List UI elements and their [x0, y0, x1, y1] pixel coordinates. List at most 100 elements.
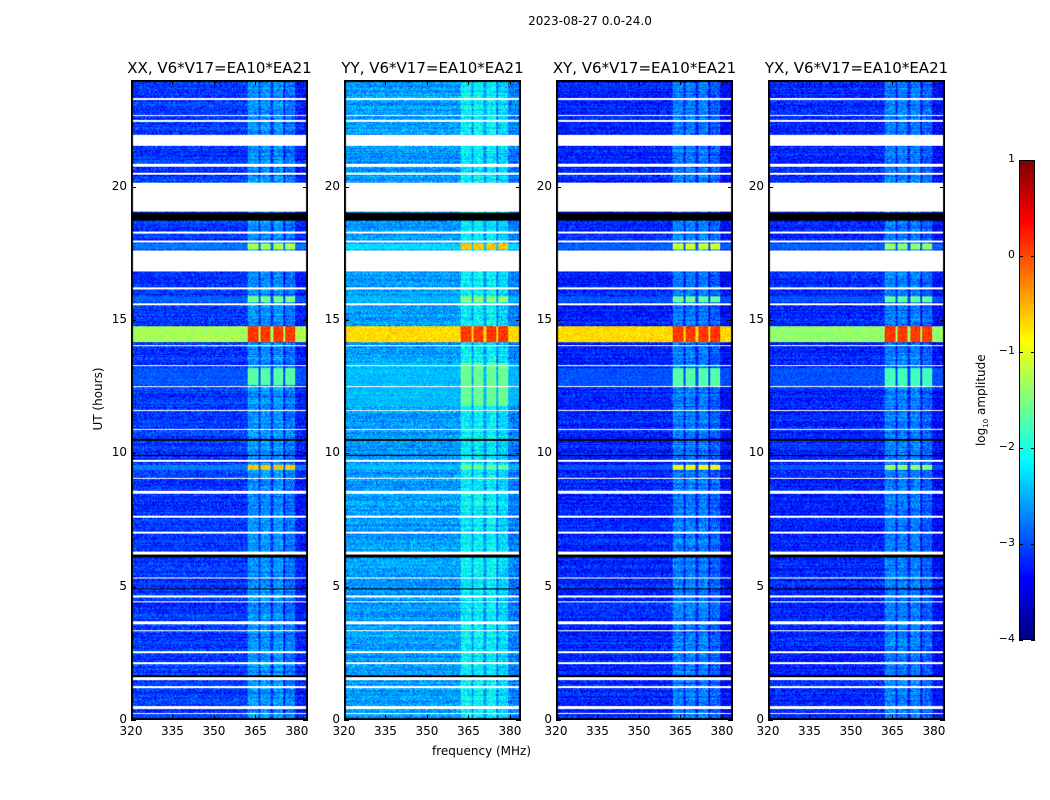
y-tick-label: 0 — [544, 712, 552, 726]
x-tick-mark — [509, 715, 511, 720]
x-tick-label: 380 — [710, 724, 734, 738]
x-tick-label: 350 — [627, 724, 651, 738]
x-tick-label: 335 — [161, 724, 184, 738]
y-tick-label: 20 — [324, 178, 340, 193]
y-axis-label: UT (hours) — [91, 367, 105, 431]
waterfall-panel — [131, 80, 308, 720]
y-tick-mark — [131, 453, 136, 455]
x-tick-label: 320 — [332, 724, 356, 738]
y-tick-label: 5 — [544, 578, 552, 593]
colorbar-tick-label: −3 — [998, 536, 1015, 549]
y-tick-label: 15 — [111, 312, 127, 326]
colorbar-tick-mark — [1031, 160, 1035, 161]
x-tick-mark — [131, 715, 132, 720]
y-tick-mark — [728, 720, 733, 721]
x-tick-mark — [255, 715, 257, 720]
x-tick-mark — [597, 715, 599, 720]
y-tick-mark — [940, 453, 945, 455]
x-tick-label: 365 — [881, 724, 904, 738]
x-tick-label: 335 — [798, 724, 821, 738]
y-tick-label: 10 — [111, 445, 127, 460]
x-tick-mark — [680, 80, 682, 85]
y-tick-mark — [556, 186, 561, 188]
x-tick-mark — [172, 715, 174, 720]
x-tick-mark — [213, 715, 215, 720]
colorbar-tick-mark — [1031, 640, 1035, 641]
y-tick-mark — [728, 320, 733, 321]
y-tick-mark — [516, 186, 521, 188]
y-tick-mark — [556, 720, 561, 721]
colorbar-tick-mark — [1019, 352, 1023, 353]
panel-title: XX, V6*V17=EA10*EA21 — [127, 59, 312, 77]
colorbar-tick-label: 0 — [1008, 248, 1015, 261]
x-tick-mark — [638, 715, 640, 720]
y-tick-mark — [131, 586, 136, 588]
colorbar-label-tail: amplitude — [973, 354, 988, 419]
x-tick-label: 365 — [669, 724, 692, 738]
colorbar-tick-mark — [1019, 448, 1023, 449]
y-tick-label: 20 — [111, 178, 127, 193]
x-tick-label: 365 — [244, 724, 267, 738]
y-tick-label: 10 — [324, 445, 340, 460]
y-tick-mark — [556, 320, 561, 321]
colorbar-tick-mark — [1019, 256, 1023, 257]
y-tick-mark — [728, 453, 733, 455]
y-tick-mark — [131, 720, 136, 721]
colorbar-tick-mark — [1019, 640, 1023, 641]
x-tick-mark — [131, 80, 132, 85]
x-tick-mark — [426, 80, 428, 85]
x-tick-mark — [768, 80, 769, 85]
x-tick-mark — [850, 80, 852, 85]
x-tick-mark — [638, 80, 640, 85]
y-tick-label: 0 — [756, 712, 764, 726]
x-tick-mark — [556, 80, 557, 85]
colorbar-tick-mark — [1019, 544, 1023, 545]
colorbar-tick-label: −1 — [998, 344, 1015, 357]
figure-title: 2023-08-27 0.0-24.0 — [528, 14, 652, 28]
y-tick-mark — [131, 320, 136, 321]
colorbar-tick-mark — [1019, 160, 1023, 161]
colorbar-label: log10 amplitude — [974, 350, 990, 450]
colorbar-tick-label: −2 — [998, 440, 1015, 453]
x-tick-label: 365 — [457, 724, 480, 738]
x-tick-label: 320 — [544, 724, 568, 738]
y-tick-mark — [344, 453, 349, 455]
x-axis-label: frequency (MHz) — [432, 744, 532, 758]
x-tick-mark — [385, 80, 387, 85]
y-tick-mark — [303, 453, 308, 455]
x-tick-label: 335 — [586, 724, 609, 738]
y-tick-mark — [516, 720, 521, 721]
x-tick-mark — [892, 715, 894, 720]
colorbar — [1019, 160, 1035, 640]
x-tick-mark — [509, 80, 511, 85]
x-tick-mark — [385, 715, 387, 720]
x-tick-label: 320 — [756, 724, 780, 738]
y-tick-label: 5 — [332, 578, 340, 593]
x-tick-mark — [721, 715, 723, 720]
y-tick-mark — [768, 453, 773, 455]
y-tick-mark — [516, 453, 521, 455]
colorbar-tick-mark — [1031, 352, 1035, 353]
y-tick-mark — [768, 320, 773, 321]
y-tick-label: 0 — [332, 712, 340, 726]
y-tick-label: 10 — [748, 445, 764, 460]
panel-title: YY, V6*V17=EA10*EA21 — [341, 59, 524, 77]
x-tick-label: 380 — [285, 724, 309, 738]
x-tick-mark — [597, 80, 599, 85]
waterfall-panel — [768, 80, 945, 720]
y-tick-label: 15 — [324, 312, 340, 326]
y-tick-mark — [516, 586, 521, 588]
y-tick-label: 10 — [536, 445, 552, 460]
y-tick-label: 5 — [119, 578, 127, 593]
y-tick-mark — [131, 186, 136, 188]
y-tick-mark — [768, 720, 773, 721]
y-tick-mark — [344, 720, 349, 721]
waterfall-panel — [344, 80, 521, 720]
y-tick-mark — [344, 320, 349, 321]
x-tick-mark — [556, 715, 557, 720]
y-tick-mark — [940, 720, 945, 721]
colorbar-tick-mark — [1031, 544, 1035, 545]
panel-title: XY, V6*V17=EA10*EA21 — [552, 59, 737, 77]
x-tick-mark — [172, 80, 174, 85]
x-tick-mark — [768, 715, 769, 720]
